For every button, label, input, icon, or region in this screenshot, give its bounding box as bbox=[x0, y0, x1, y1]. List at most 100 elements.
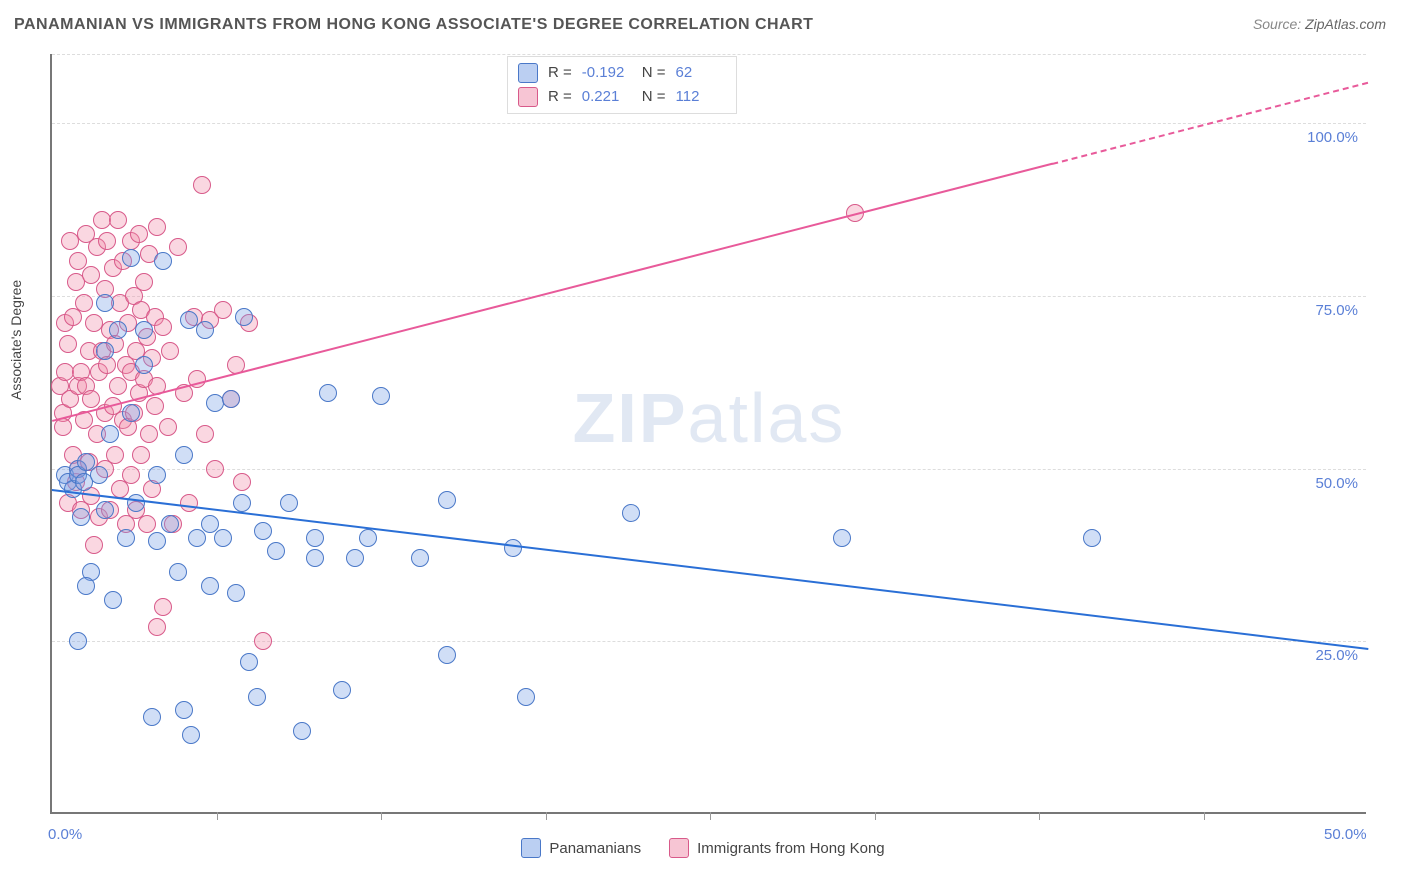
legend-item: Panamanians bbox=[521, 838, 641, 858]
legend-label: Panamanians bbox=[549, 840, 641, 857]
y-axis-title: Associate's Degree bbox=[8, 280, 24, 400]
data-point bbox=[169, 563, 187, 581]
data-point bbox=[280, 494, 298, 512]
data-point bbox=[235, 308, 253, 326]
source-value: ZipAtlas.com bbox=[1305, 16, 1386, 32]
data-point bbox=[148, 218, 166, 236]
data-point bbox=[180, 311, 198, 329]
data-point bbox=[233, 494, 251, 512]
y-tick-label: 50.0% bbox=[1298, 475, 1358, 492]
n-value: 62 bbox=[676, 61, 726, 85]
n-label: N = bbox=[642, 85, 666, 109]
r-value: -0.192 bbox=[582, 61, 632, 85]
legend-swatch bbox=[518, 87, 538, 107]
data-point bbox=[504, 539, 522, 557]
data-point bbox=[306, 549, 324, 567]
data-point bbox=[143, 708, 161, 726]
data-point bbox=[96, 342, 114, 360]
data-point bbox=[188, 529, 206, 547]
data-point bbox=[117, 529, 135, 547]
gridline bbox=[52, 296, 1366, 297]
data-point bbox=[438, 646, 456, 664]
data-point bbox=[196, 425, 214, 443]
trend-line bbox=[52, 163, 1053, 422]
data-point bbox=[59, 335, 77, 353]
data-point bbox=[148, 618, 166, 636]
data-point bbox=[101, 425, 119, 443]
data-point bbox=[372, 387, 390, 405]
data-point bbox=[411, 549, 429, 567]
scatter-plot: ZIPatlas R =-0.192N =62R =0.221N =112 25… bbox=[50, 54, 1366, 814]
data-point bbox=[140, 425, 158, 443]
source-label: Source: bbox=[1253, 16, 1301, 32]
r-label: R = bbox=[548, 61, 572, 85]
data-point bbox=[148, 532, 166, 550]
data-point bbox=[96, 294, 114, 312]
data-point bbox=[1083, 529, 1101, 547]
data-point bbox=[98, 232, 116, 250]
data-point bbox=[267, 542, 285, 560]
data-point bbox=[148, 466, 166, 484]
chart-title: PANAMANIAN VS IMMIGRANTS FROM HONG KONG … bbox=[14, 16, 813, 34]
data-point bbox=[75, 294, 93, 312]
data-point bbox=[201, 515, 219, 533]
y-tick-label: 75.0% bbox=[1298, 302, 1358, 319]
data-point bbox=[132, 446, 150, 464]
x-minor-tick bbox=[1204, 812, 1205, 820]
watermark-rest: atlas bbox=[688, 379, 846, 457]
data-point bbox=[130, 225, 148, 243]
data-point bbox=[240, 653, 258, 671]
data-point bbox=[154, 598, 172, 616]
data-point bbox=[214, 301, 232, 319]
data-point bbox=[175, 701, 193, 719]
data-point bbox=[346, 549, 364, 567]
watermark-bold: ZIP bbox=[573, 379, 688, 457]
data-point bbox=[227, 584, 245, 602]
data-point bbox=[319, 384, 337, 402]
data-point bbox=[77, 577, 95, 595]
data-point bbox=[175, 446, 193, 464]
watermark: ZIPatlas bbox=[573, 378, 846, 458]
data-point bbox=[517, 688, 535, 706]
n-label: N = bbox=[642, 61, 666, 85]
data-point bbox=[96, 501, 114, 519]
legend-swatch bbox=[669, 838, 689, 858]
data-point bbox=[146, 397, 164, 415]
x-minor-tick bbox=[710, 812, 711, 820]
y-tick-label: 25.0% bbox=[1298, 647, 1358, 664]
data-point bbox=[206, 460, 224, 478]
source-attribution: Source: ZipAtlas.com bbox=[1253, 16, 1386, 32]
data-point bbox=[82, 266, 100, 284]
data-point bbox=[293, 722, 311, 740]
data-point bbox=[159, 418, 177, 436]
data-point bbox=[182, 726, 200, 744]
data-point bbox=[622, 504, 640, 522]
correlation-row: R = -0.192 N = 62 bbox=[518, 61, 726, 85]
data-point bbox=[169, 238, 187, 256]
gridline bbox=[52, 641, 1366, 642]
data-point bbox=[85, 536, 103, 554]
data-point bbox=[833, 529, 851, 547]
r-label: R = bbox=[548, 85, 572, 109]
data-point bbox=[122, 466, 140, 484]
gridline bbox=[52, 54, 1366, 55]
data-point bbox=[214, 529, 232, 547]
data-point bbox=[90, 466, 108, 484]
data-point bbox=[109, 211, 127, 229]
correlation-legend-box: R =-0.192N =62R =0.221N =112 bbox=[507, 56, 737, 114]
trend-line bbox=[52, 489, 1368, 650]
x-minor-tick bbox=[875, 812, 876, 820]
data-point bbox=[248, 688, 266, 706]
data-point bbox=[122, 249, 140, 267]
header: PANAMANIAN VS IMMIGRANTS FROM HONG KONG … bbox=[0, 0, 1406, 40]
data-point bbox=[233, 473, 251, 491]
data-point bbox=[196, 321, 214, 339]
data-point bbox=[135, 273, 153, 291]
gridline bbox=[52, 469, 1366, 470]
r-value: 0.221 bbox=[582, 85, 632, 109]
data-point bbox=[72, 508, 90, 526]
data-point bbox=[222, 390, 240, 408]
legend-item: Immigrants from Hong Kong bbox=[669, 838, 885, 858]
gridline bbox=[52, 123, 1366, 124]
data-point bbox=[438, 491, 456, 509]
